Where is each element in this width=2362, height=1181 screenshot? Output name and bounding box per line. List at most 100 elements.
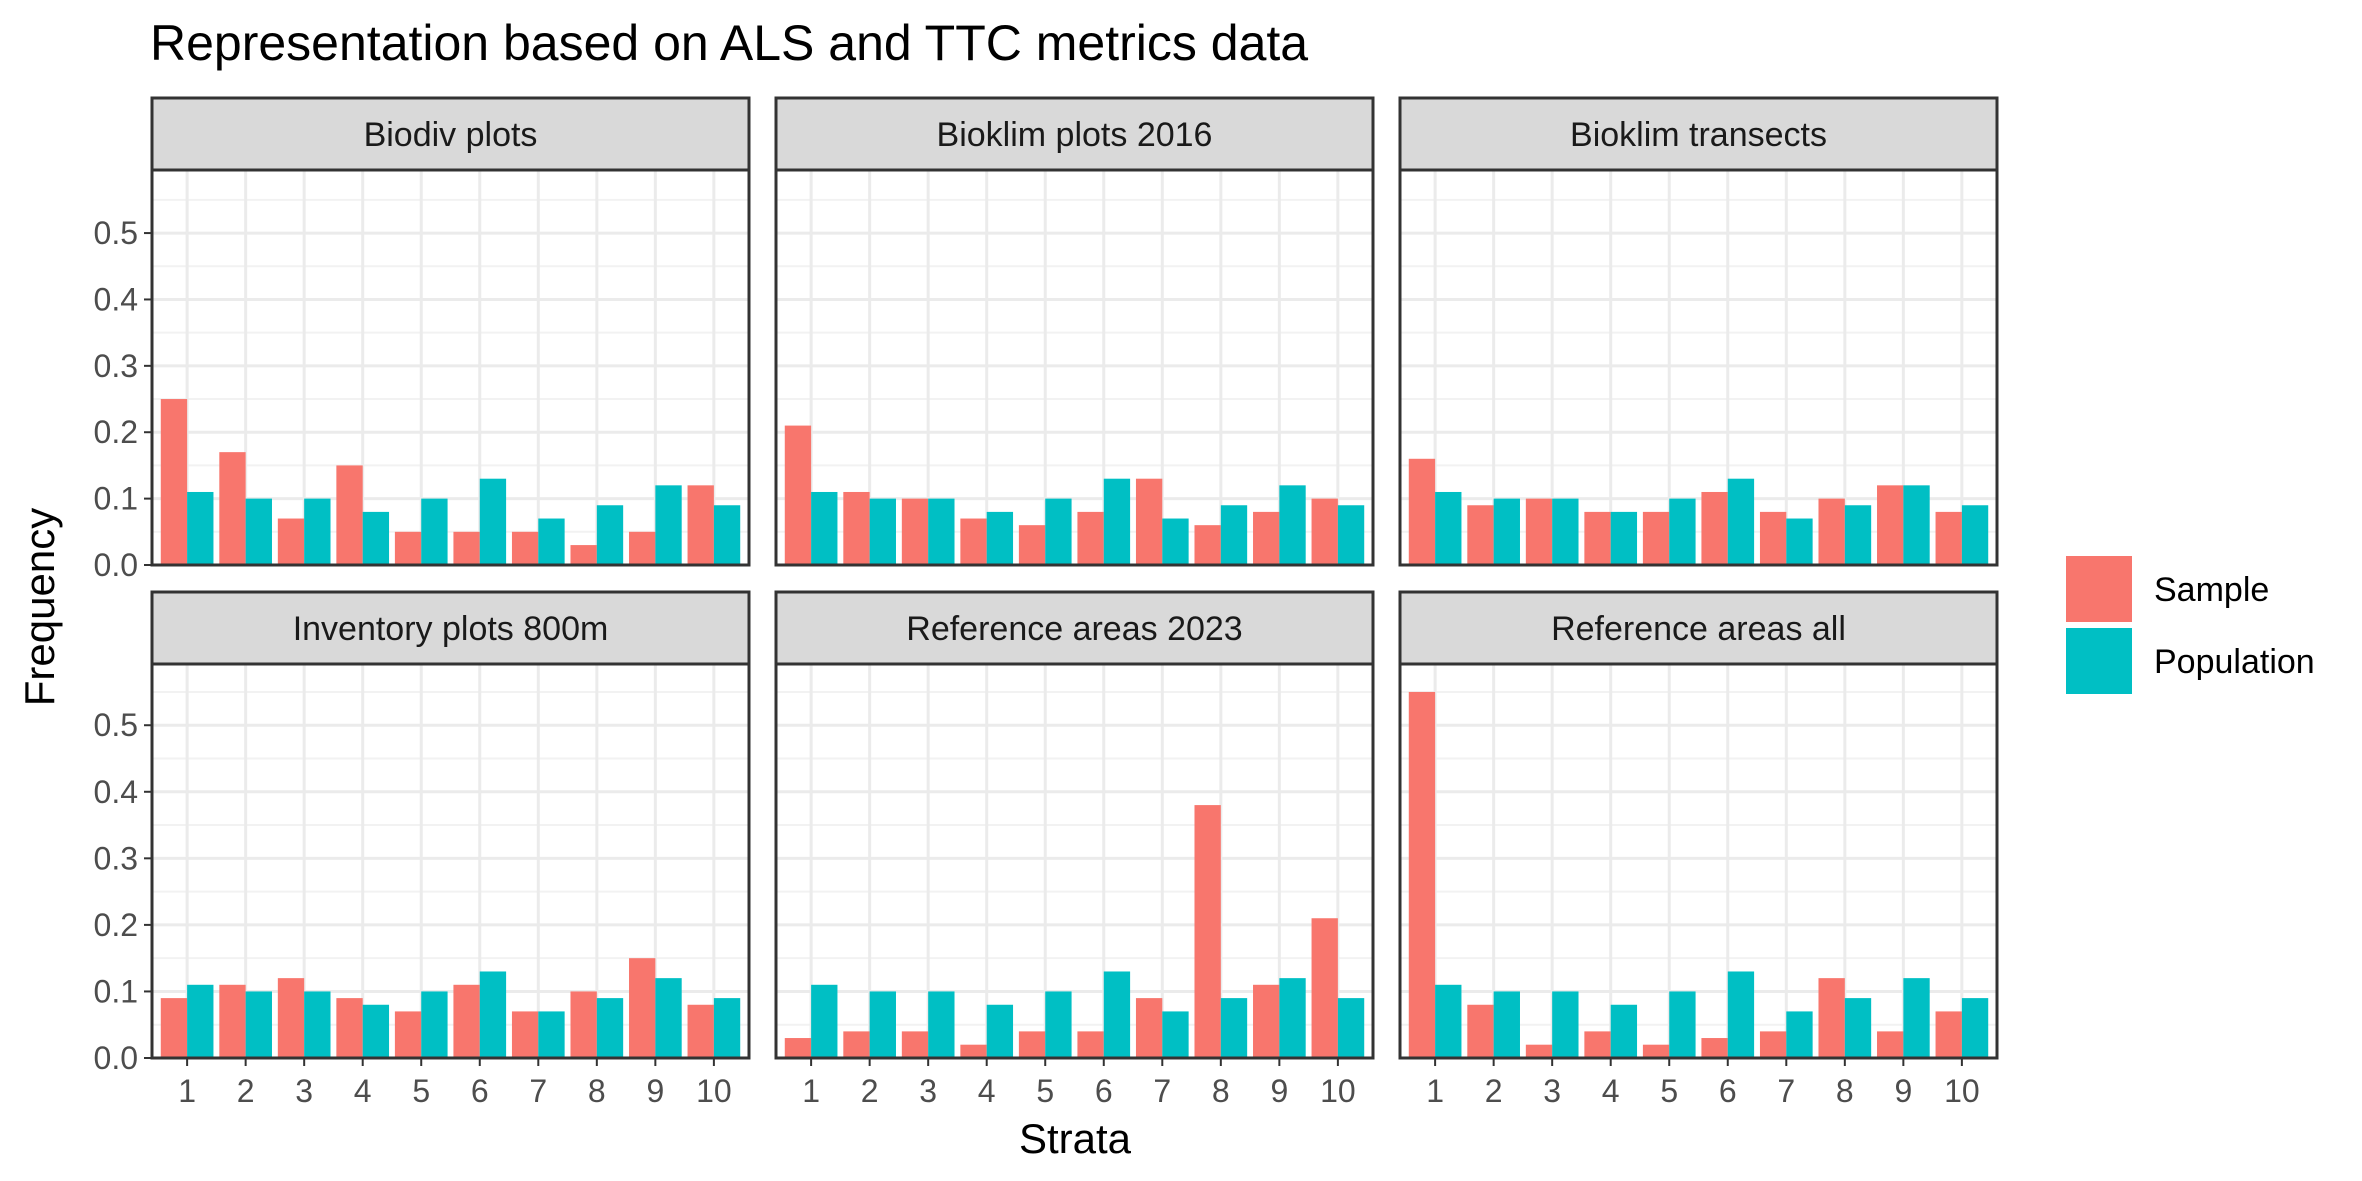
bar-sample [1018, 525, 1046, 565]
facet-title: Bioklim plots 2016 [937, 116, 1213, 154]
bar-sample [1935, 1011, 1962, 1058]
facet-title: Reference areas all [1551, 610, 1846, 648]
bar-population [362, 511, 390, 565]
bar-population [187, 491, 214, 565]
bar-sample [1525, 1044, 1553, 1058]
bar-population [187, 984, 214, 1058]
bar-population [1669, 991, 1696, 1058]
x-tick-label: 2 [1485, 1073, 1503, 1109]
facet-title: Bioklim transects [1570, 116, 1827, 154]
bar-sample [843, 1031, 870, 1058]
bar-sample [511, 1011, 539, 1058]
y-tick-label: 0.2 [94, 414, 138, 450]
x-tick-label: 2 [237, 1073, 255, 1109]
bar-sample [784, 1038, 812, 1058]
facet-strip [1398, 96, 1999, 172]
bar-population [1045, 498, 1072, 565]
x-tick-label: 8 [588, 1073, 606, 1109]
bar-population [1337, 505, 1365, 565]
bar-population [1610, 1004, 1638, 1058]
x-tick-label: 1 [802, 1073, 820, 1109]
facet-strip [150, 96, 751, 172]
bar-sample [1759, 1031, 1787, 1058]
bar-population [1337, 998, 1365, 1058]
bar-population [1669, 498, 1696, 565]
bar-sample [160, 399, 188, 565]
bar-population [1103, 971, 1131, 1058]
facet-panel: Reference areas 2023 1 2 3 4 5 6 7 8 9 10 [774, 590, 1375, 1109]
bar-sample [1935, 511, 1962, 565]
bar-sample [629, 531, 656, 565]
bar-sample [1408, 691, 1436, 1058]
bar-sample [277, 518, 305, 565]
bar-population [1727, 478, 1755, 565]
bar-sample [453, 984, 480, 1058]
x-tick-label: 10 [696, 1073, 732, 1109]
bar-sample [1701, 1038, 1728, 1058]
x-tick-label: 8 [1836, 1073, 1854, 1109]
bar-sample [160, 998, 188, 1058]
bar-population [479, 478, 507, 565]
bar-population [1610, 511, 1638, 565]
x-tick-label: 3 [1543, 1073, 1561, 1109]
legend-label: Population [2154, 643, 2315, 681]
bar-population [1903, 485, 1930, 565]
facet-title: Reference areas 2023 [906, 610, 1242, 648]
facet-title: Biodiv plots [364, 116, 538, 154]
bar-population [245, 498, 272, 565]
bar-sample [1311, 918, 1338, 1058]
bar-population [1727, 971, 1755, 1058]
x-tick-label: 8 [1212, 1073, 1230, 1109]
bar-sample [1018, 1031, 1046, 1058]
bar-population [713, 505, 741, 565]
bar-sample [1584, 1031, 1611, 1058]
bar-population [869, 498, 896, 565]
facet-panel: Bioklim plots 2016 [774, 96, 1375, 567]
bar-population [811, 491, 838, 565]
facet-strip [1398, 590, 1999, 666]
facet-panel: Reference areas all 1 2 3 4 5 6 7 8 9 10 [1398, 590, 1999, 1109]
x-tick-label: 3 [919, 1073, 937, 1109]
x-tick-label: 5 [1660, 1073, 1678, 1109]
x-tick-label: 7 [529, 1073, 547, 1109]
x-tick-label: 6 [1095, 1073, 1113, 1109]
facet-panel: 0.0 0.1 0.2 0.3 0.4 0.5 Inventory plots 800m 1 2… [94, 590, 751, 1109]
bar-population [245, 991, 272, 1058]
bar-sample [901, 1031, 929, 1058]
bar-sample [1467, 1004, 1494, 1058]
y-tick-label: 0.3 [94, 840, 138, 876]
x-axis-label: Strata [1019, 1115, 1132, 1162]
bar-sample [277, 978, 305, 1058]
bar-population [1279, 978, 1306, 1058]
y-tick-label: 0.3 [94, 348, 138, 384]
bar-population [538, 518, 565, 565]
bar-population [1045, 991, 1072, 1058]
y-tick-label: 0.2 [94, 907, 138, 943]
bar-population [479, 971, 507, 1058]
bar-sample [219, 984, 246, 1058]
bar-sample [1253, 984, 1280, 1058]
y-tick-label: 0.0 [94, 1040, 138, 1076]
x-tick-label: 3 [295, 1073, 313, 1109]
x-tick-label: 9 [646, 1073, 664, 1109]
bar-population [1961, 505, 1989, 565]
bar-population [1903, 978, 1930, 1058]
bar-population [304, 991, 331, 1058]
bar-sample [1877, 1031, 1904, 1058]
bar-sample [784, 425, 812, 565]
legend-key-population [2066, 628, 2132, 694]
bar-sample [394, 531, 422, 565]
x-tick-label: 9 [1270, 1073, 1288, 1109]
facet-strip [150, 590, 751, 666]
bar-population [1786, 518, 1813, 565]
bar-sample [1759, 511, 1787, 565]
y-tick-label: 0.5 [94, 707, 138, 743]
bar-sample [336, 998, 363, 1058]
x-tick-label: 1 [1426, 1073, 1444, 1109]
facet-panels: 0.0 0.1 0.2 0.3 0.4 0.5 Biodiv plots Bioklim pl… [94, 96, 1999, 1109]
legend-label: Sample [2154, 571, 2269, 609]
y-tick-label: 0.1 [94, 481, 138, 517]
bar-population [421, 991, 448, 1058]
bar-sample [570, 991, 597, 1058]
bar-sample [453, 531, 480, 565]
